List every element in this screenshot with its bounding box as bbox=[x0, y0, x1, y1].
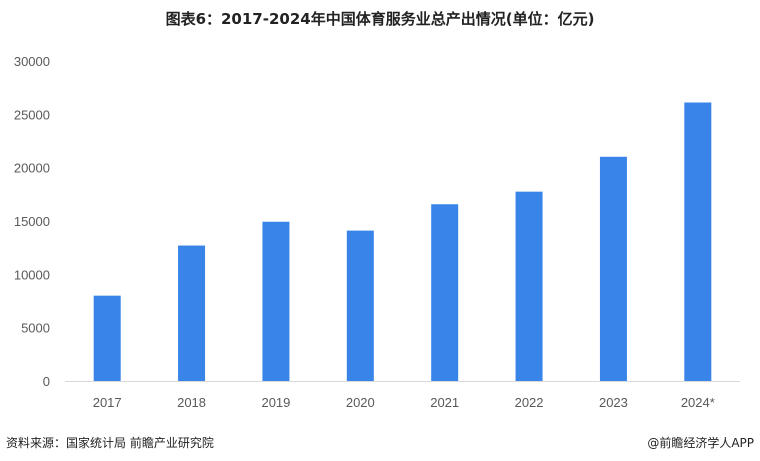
x-tick-label: 2022 bbox=[515, 395, 544, 410]
bar bbox=[431, 204, 459, 381]
bar bbox=[599, 156, 627, 381]
bar bbox=[93, 295, 121, 381]
x-tick-label: 2020 bbox=[346, 395, 375, 410]
bar bbox=[684, 102, 712, 381]
bar bbox=[346, 230, 374, 381]
x-tick-label: 2018 bbox=[177, 395, 206, 410]
y-tick-label: 25000 bbox=[14, 107, 50, 122]
y-tick-label: 30000 bbox=[14, 54, 50, 69]
bar bbox=[515, 191, 543, 381]
y-tick-label: 10000 bbox=[14, 267, 50, 282]
source-note: 资料来源：国家统计局 前瞻产业研究院 bbox=[6, 436, 214, 450]
y-tick-label: 15000 bbox=[14, 214, 50, 229]
chart-title: 图表6：2017-2024年中国体育服务业总产出情况(单位：亿元) bbox=[165, 10, 595, 28]
brand-credit: @前瞻经济学人APP bbox=[647, 436, 754, 450]
bar bbox=[178, 245, 206, 381]
bar bbox=[262, 221, 290, 381]
x-tick-label: 2021 bbox=[430, 395, 459, 410]
y-tick-label: 20000 bbox=[14, 161, 50, 176]
x-tick-label: 2017 bbox=[93, 395, 122, 410]
x-tick-label: 2023 bbox=[599, 395, 628, 410]
y-tick-label: 5000 bbox=[21, 321, 50, 336]
x-tick-label: 2019 bbox=[261, 395, 290, 410]
y-tick-label: 0 bbox=[43, 374, 50, 389]
x-tick-label: 2024* bbox=[681, 395, 715, 410]
